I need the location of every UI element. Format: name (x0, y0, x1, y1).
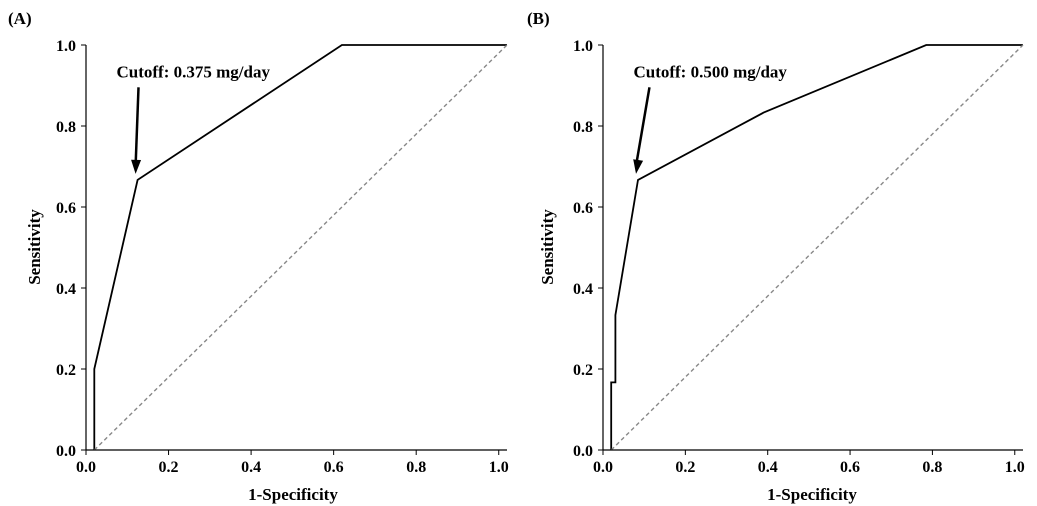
annotation-arrow (634, 87, 651, 167)
x-axis-title: 1-Specificity (767, 485, 857, 504)
y-tick-label: 0.6 (573, 200, 593, 217)
x-tick-label: 0.8 (922, 459, 942, 476)
y-tick-label: 0.2 (573, 362, 593, 379)
x-tick-label: 1.0 (489, 459, 509, 476)
y-axis-title: Sensitivity (25, 209, 44, 285)
annotation-arrowhead (633, 159, 644, 174)
panel-label: (A) (8, 9, 32, 28)
roc-curve-line (93, 44, 507, 450)
x-tick-label: 0.2 (675, 459, 695, 476)
x-tick-label: 0.4 (758, 459, 778, 476)
tick-group: 0.0 0.2 0.4 0.6 0.8 1.0 0.0 0.2 0.4 0.6 0.8 1.0 (573, 38, 1025, 476)
y-tick-label: 0.4 (573, 281, 593, 298)
y-tick-label: 0.8 (56, 119, 76, 136)
y-tick-label: 0.0 (56, 443, 76, 460)
tick-group: 0.0 0.2 0.4 0.6 0.8 1.0 0.0 0.2 0.4 0.6 0.8 1.0 (56, 38, 509, 476)
series-group (93, 44, 508, 451)
reference-diagonal-line (93, 44, 508, 451)
roc-panel-a: (A) 0.0 0.2 0.4 0.6 0.8 1.0 0.0 0.2 0.4 0.6 0.8 1.0… (8, 9, 509, 504)
y-tick-label: 0.2 (56, 362, 76, 379)
reference-diagonal-line (610, 44, 1024, 451)
y-tick-label: 1.0 (56, 38, 76, 55)
series-group (610, 44, 1024, 451)
y-tick-label: 0.0 (573, 443, 593, 460)
x-tick-label: 0.0 (76, 459, 96, 476)
annotation-arrow (134, 87, 140, 166)
x-axis-title: 1-Specificity (248, 485, 338, 504)
x-tick-label: 0.0 (593, 459, 613, 476)
y-tick-label: 0.6 (56, 200, 76, 217)
x-tick-label: 0.6 (324, 459, 344, 476)
y-axis-title: Sensitivity (538, 209, 557, 285)
roc-curve-line (610, 44, 1023, 450)
y-tick-label: 0.4 (56, 281, 76, 298)
x-tick-label: 0.8 (406, 459, 426, 476)
y-tick-label: 1.0 (573, 38, 593, 55)
panel-label: (B) (527, 9, 550, 28)
cutoff-annotation: Cutoff: 0.375 mg/day (117, 62, 271, 81)
annotation-arrowhead (131, 159, 142, 174)
x-tick-label: 0.4 (241, 459, 261, 476)
y-tick-label: 0.8 (573, 119, 593, 136)
roc-panel-b: (B) 0.0 0.2 0.4 0.6 0.8 1.0 0.0 0.2 0.4 0.6 0.8 1.0… (527, 9, 1025, 504)
cutoff-annotation: Cutoff: 0.500 mg/day (633, 62, 787, 81)
x-tick-label: 1.0 (1005, 459, 1025, 476)
x-tick-label: 0.2 (159, 459, 179, 476)
x-tick-label: 0.6 (840, 459, 860, 476)
